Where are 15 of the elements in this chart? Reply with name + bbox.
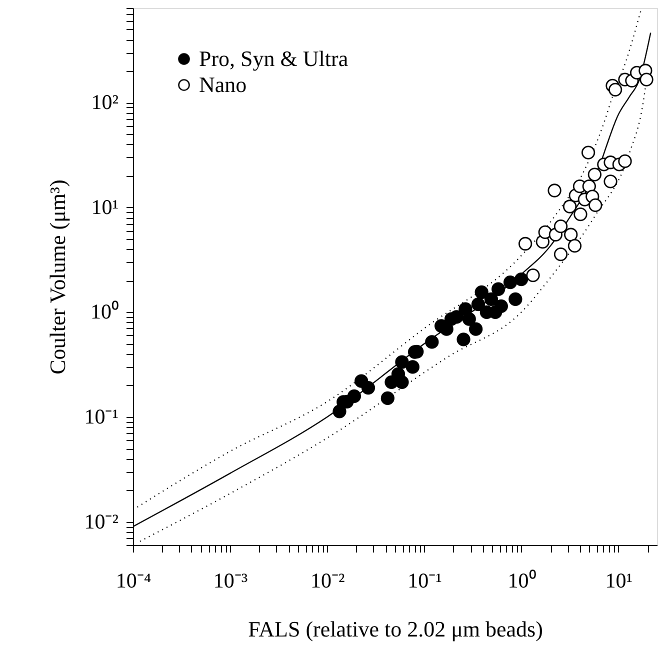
legend-label: Nano: [199, 72, 247, 97]
y-tick-label: 10¹: [91, 194, 118, 219]
x-tick-label: 10⁻²: [310, 568, 345, 592]
x-tick-label: 10⁻⁴: [116, 568, 152, 592]
y-tick-label: 10⁻¹: [84, 404, 118, 428]
legend-label: Pro, Syn & Ultra: [199, 46, 348, 71]
y-axis-title: Coulter Volume (μm³): [45, 180, 70, 374]
x-tick-label: 10⁻³: [213, 568, 248, 592]
y-tick-label: 10⁻²: [84, 509, 118, 534]
x-tick-label: 10⁻¹: [408, 568, 442, 592]
y-tick-label: 10²: [91, 90, 118, 114]
x-tick-label: 10⁰: [508, 568, 536, 592]
y-tick-label: 10⁰: [90, 300, 118, 324]
x-tick-label: 10¹: [605, 568, 633, 592]
x-axis-title: FALS (relative to 2.02 μm beads): [248, 616, 543, 642]
